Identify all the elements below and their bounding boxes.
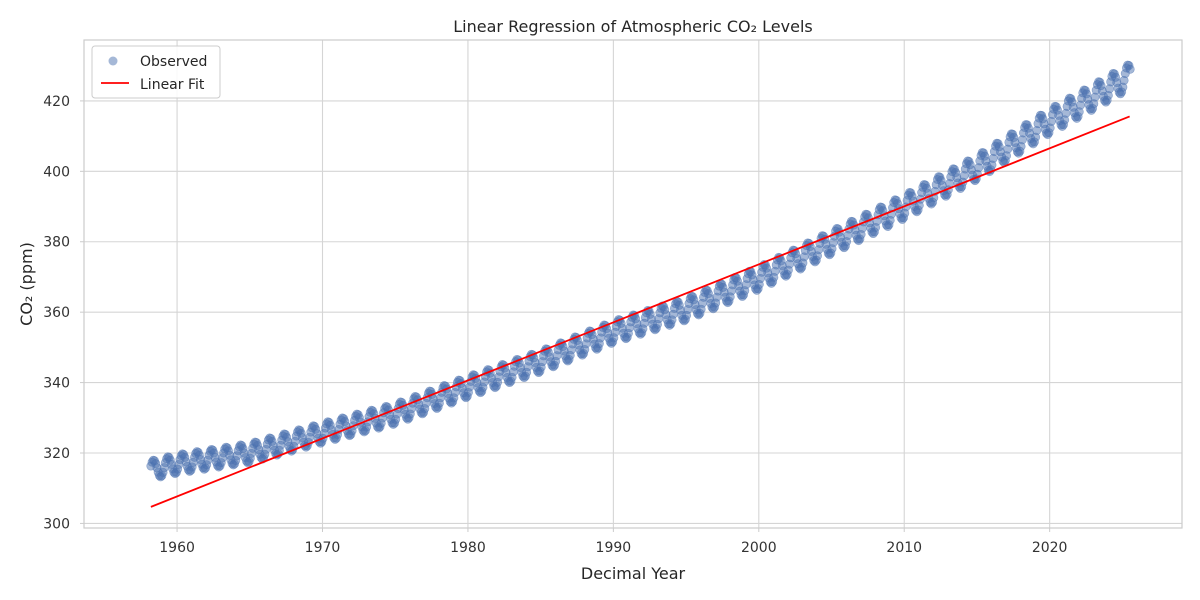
observed-points <box>146 60 1135 482</box>
legend-observed-label: Observed <box>140 54 207 70</box>
y-tick-label: 380 <box>43 235 70 251</box>
plot-frame <box>83 39 1183 529</box>
x-tick-label: 2000 <box>741 540 777 556</box>
chart-title: Linear Regression of Atmospheric CO₂ Lev… <box>453 17 812 36</box>
x-axis-label: Decimal Year <box>581 564 686 583</box>
legend-fit-label: Linear Fit <box>140 77 205 93</box>
legend-box <box>91 45 221 99</box>
x-tick-label: 1980 <box>450 540 486 556</box>
x-tick-label: 2020 <box>1032 540 1068 556</box>
observed-point <box>1125 64 1135 74</box>
fit-line-group <box>150 115 1130 508</box>
y-tick-label: 420 <box>43 94 70 110</box>
y-tick-label: 340 <box>43 376 70 392</box>
linear-fit-line <box>150 115 1130 508</box>
y-tick-label: 360 <box>43 305 70 321</box>
legend-observed-marker <box>108 56 118 66</box>
y-tick-label: 400 <box>43 164 70 180</box>
y-tick-label: 320 <box>43 446 70 462</box>
y-tick-label: 300 <box>43 516 70 532</box>
x-tick-label: 2010 <box>886 540 922 556</box>
y-axis-ticks: 300 320 340 360 380 400 420 <box>43 94 84 532</box>
x-tick-label: 1960 <box>159 540 195 556</box>
y-axis-label: CO₂ (ppm) <box>17 242 36 326</box>
legend: Observed Linear Fit <box>91 45 221 99</box>
x-tick-label: 1990 <box>596 540 632 556</box>
x-axis-ticks: 1960 1970 1980 1990 2000 2010 2020 <box>159 528 1067 556</box>
x-tick-label: 1970 <box>305 540 341 556</box>
